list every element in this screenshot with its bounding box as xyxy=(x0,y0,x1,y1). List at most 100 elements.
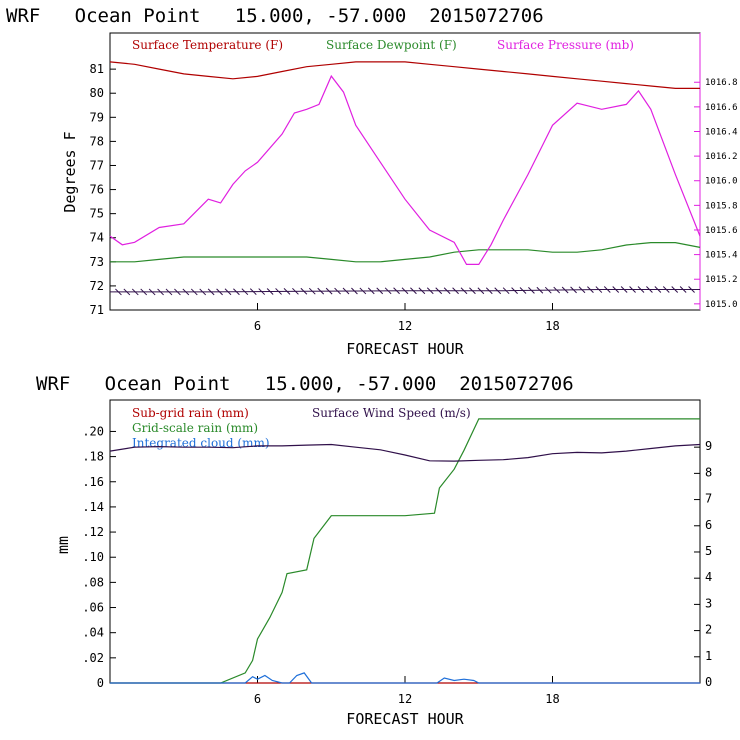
y2-tick-label: 7 xyxy=(705,492,712,506)
y2-tick-label: 3 xyxy=(705,596,712,610)
wind-barb xyxy=(334,287,341,295)
wind-barb xyxy=(249,288,257,295)
wind-barb xyxy=(376,287,384,295)
panel1-left-ticks: 71 72 73 74 75 76 77 78 79 80 81 xyxy=(90,62,116,317)
series-gridscale-rain-line xyxy=(110,418,700,684)
wind-barb xyxy=(519,287,527,294)
wind-barb xyxy=(165,288,173,296)
y-tick-label: .10 xyxy=(82,550,104,564)
wind-barb xyxy=(123,288,131,296)
y2-tick-label: 1016.6 xyxy=(705,103,738,113)
panel1-ylabel: Degrees F xyxy=(61,131,79,212)
wind-barb xyxy=(502,287,510,295)
wind-barb xyxy=(469,287,476,295)
wind-barb xyxy=(654,286,662,293)
wind-barb xyxy=(435,287,443,295)
panel2-x-ticks: 6 12 18 xyxy=(254,676,560,706)
panel1-xlabel: FORECAST HOUR xyxy=(346,340,464,358)
y-tick-label: 78 xyxy=(90,134,104,148)
y2-tick-label: 4 xyxy=(705,570,712,584)
x-tick-label: 12 xyxy=(398,319,412,333)
wind-barb xyxy=(207,288,215,296)
panel2-title: WRF Ocean Point 15.000, -57.000 20150727… xyxy=(36,373,574,395)
wind-barb xyxy=(595,286,603,293)
wind-barb xyxy=(561,286,569,294)
y2-tick-label: 1015.6 xyxy=(705,226,738,236)
y-tick-label: .12 xyxy=(82,525,104,539)
x-tick-label: 18 xyxy=(545,319,559,333)
wind-barb xyxy=(612,286,620,293)
y2-tick-label: 1016.2 xyxy=(705,152,738,162)
panel1-title: WRF Ocean Point 15.000, -57.000 20150727… xyxy=(6,5,544,27)
y-tick-label: .08 xyxy=(82,575,104,589)
wind-barb xyxy=(157,288,164,296)
wind-barb xyxy=(544,286,552,294)
panel1-x-ticks: 6 12 18 xyxy=(254,303,560,333)
wind-barb xyxy=(140,288,148,296)
y-tick-label: .18 xyxy=(82,450,104,464)
wind-barb xyxy=(578,286,586,294)
wind-barb xyxy=(317,287,325,295)
wind-barb xyxy=(174,288,181,296)
wind-barb xyxy=(182,288,190,296)
wind-barb xyxy=(275,288,282,295)
wind-barb xyxy=(266,288,274,295)
wind-barb xyxy=(477,287,485,295)
wind-barb xyxy=(679,286,687,293)
series-surface-wind-speed-line xyxy=(109,443,701,462)
x-tick-label: 6 xyxy=(254,319,261,333)
y-tick-label: 81 xyxy=(90,62,104,76)
wind-barb xyxy=(258,288,266,295)
wind-barb xyxy=(443,287,451,295)
y-tick-label: 77 xyxy=(90,158,104,172)
wind-barb xyxy=(460,287,468,295)
y2-tick-label: 1015.4 xyxy=(705,251,738,261)
legend-subgrid-rain: Sub-grid rain (mm) xyxy=(132,406,249,420)
wind-barb xyxy=(688,286,695,293)
x-tick-label: 12 xyxy=(398,692,412,706)
wind-barb xyxy=(224,288,232,296)
wind-barb xyxy=(671,286,679,293)
wind-barb xyxy=(426,287,434,295)
y2-tick-label: 8 xyxy=(705,465,712,479)
wind-barb xyxy=(603,286,611,293)
wind-barb xyxy=(528,287,535,294)
series-integrated-cloud-line xyxy=(110,672,700,684)
y2-tick-label: 1016.0 xyxy=(705,177,738,187)
y2-tick-label: 6 xyxy=(705,518,712,532)
y-tick-label: .06 xyxy=(82,601,104,615)
y2-tick-label: 1015.2 xyxy=(705,275,738,285)
wind-barb xyxy=(283,288,291,295)
wind-barb xyxy=(199,288,207,296)
wind-barb xyxy=(190,288,198,296)
y-tick-label: 76 xyxy=(90,183,104,197)
y-tick-label: .20 xyxy=(82,424,104,438)
y-tick-label: .02 xyxy=(82,651,104,665)
y-tick-label: .04 xyxy=(82,626,104,640)
wind-barb xyxy=(494,287,502,295)
wind-barb xyxy=(241,288,249,296)
wind-barb xyxy=(536,286,544,294)
wind-barb xyxy=(418,287,426,295)
wind-barb xyxy=(637,286,645,293)
series-wind-barbs xyxy=(110,286,700,296)
panel2-left-ticks: 0 .02 .04 .06 .08 .10 .12 .14 .16 .18 .20 xyxy=(82,424,116,690)
legend-surface-temperature: Surface Temperature (F) xyxy=(132,38,283,52)
wind-barb xyxy=(292,287,299,295)
wind-barb xyxy=(646,286,653,293)
wind-barb xyxy=(511,287,518,294)
wind-barb xyxy=(620,286,628,293)
y2-tick-label: 9 xyxy=(705,439,712,453)
wind-barb xyxy=(115,288,122,296)
wind-barb xyxy=(308,287,316,295)
wind-barb xyxy=(452,287,459,295)
y-tick-label: 73 xyxy=(90,255,104,269)
wind-barb xyxy=(300,287,308,295)
y-tick-label: 74 xyxy=(90,231,104,245)
y2-tick-label: 1016.4 xyxy=(705,127,738,137)
series-surface-pressure-line xyxy=(109,74,701,265)
wind-barb xyxy=(587,286,594,294)
wind-barb xyxy=(342,287,350,295)
y-tick-label: 79 xyxy=(90,110,104,124)
